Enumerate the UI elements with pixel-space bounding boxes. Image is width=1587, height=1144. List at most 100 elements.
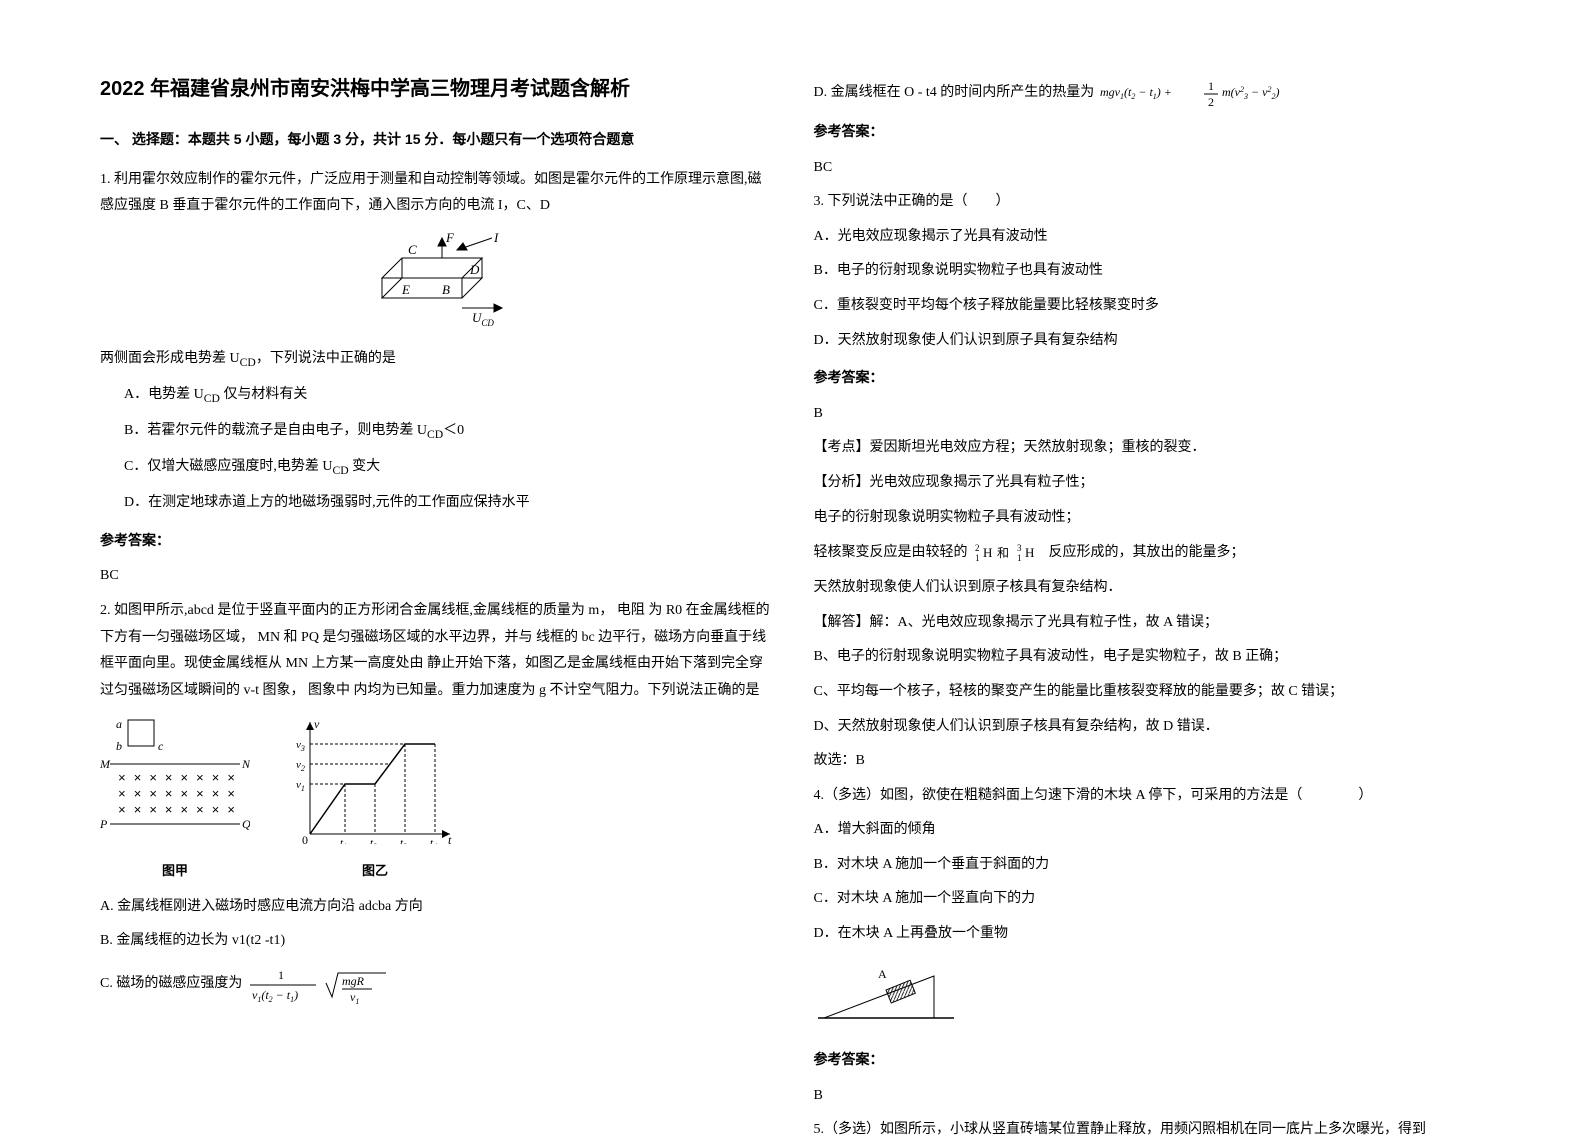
- q1-stem2-prefix: 两侧面会形成电势差 U: [100, 351, 240, 366]
- svg-text:A: A: [878, 967, 887, 981]
- label-ucd: UCD: [472, 310, 494, 328]
- q1-stem-line2: 两侧面会形成电势差 UCD，下列说法中正确的是: [100, 346, 774, 374]
- q1-stem-line1: 1. 利用霍尔效应制作的霍尔元件，广泛应用于测量和自动控制等领域。如图是霍尔元件…: [100, 167, 774, 220]
- q3-option-b: B．电子的衍射现象说明实物粒子也具有波动性: [814, 258, 1488, 285]
- q4-answer: B: [814, 1083, 1488, 1110]
- svg-text:t4: t4: [430, 837, 437, 844]
- q3-answer: B: [814, 401, 1488, 428]
- svg-text:t2: t2: [370, 837, 377, 844]
- svg-text:v1: v1: [350, 990, 359, 1005]
- q3-exp-10: 故选：B: [814, 748, 1488, 775]
- q3-exp-3: 电子的衍射现象说明实物粒子具有波动性；: [814, 505, 1488, 532]
- svg-text:t: t: [448, 833, 452, 844]
- svg-text:0: 0: [302, 833, 308, 844]
- q2-option-c: C. 磁场的磁感应强度为 1 v1(t2 − t1) mgR v1: [100, 963, 774, 1005]
- label-b: B: [442, 282, 450, 297]
- svg-text:c: c: [158, 739, 164, 753]
- svg-text:v1(t2 − t1): v1(t2 − t1): [252, 988, 298, 1004]
- svg-text:H: H: [1025, 545, 1034, 560]
- svg-text:a: a: [116, 717, 122, 731]
- svg-text:× × × × × × × ×: × × × × × × × ×: [118, 787, 235, 802]
- svg-text:t1: t1: [340, 837, 347, 844]
- q3-nuclide-formula: 2 1 H 和 3 1 H: [971, 539, 1045, 567]
- hall-effect-diagram: C D E B F I UCD: [342, 228, 532, 328]
- svg-text:和: 和: [997, 546, 1009, 560]
- q3-exp-4: 轻核聚变反应是由较轻的 2 1 H 和 3 1 H 反应形成的，其放出的能量多；: [814, 539, 1488, 567]
- q2-stem: 2. 如图甲所示,abcd 是位于竖直平面内的正方形闭合金属线框,金属线框的质量…: [100, 598, 774, 704]
- incline-diagram: A: [814, 956, 964, 1026]
- q2-vt-graph: v t 0 v3 v2 v1 t1 t2 t3 t4: [290, 714, 460, 844]
- q1-figure: C D E B F I UCD: [100, 228, 774, 339]
- svg-text:t3: t3: [400, 837, 407, 844]
- q2-figure-left: a b c M N P Q × × × × × × × × × × × × × …: [100, 714, 250, 883]
- q1-stem2-sub: CD: [240, 356, 256, 369]
- q3-exp-9: D、天然放射现象使人们认识到原子核具有复杂结构，故 D 错误．: [814, 714, 1488, 741]
- q3-option-c: C．重核裂变时平均每个核子释放能量要比轻核聚变时多: [814, 293, 1488, 320]
- q4-option-b: B．对木块 A 施加一个垂直于斜面的力: [814, 852, 1488, 879]
- svg-text:b: b: [116, 739, 122, 753]
- svg-text:P: P: [100, 817, 108, 831]
- q1-answer: BC: [100, 563, 774, 590]
- q1-option-a: A．电势差 UCD 仅与材料有关: [124, 382, 774, 410]
- q3-exp-7: B、电子的衍射现象说明实物粒子具有波动性，电子是实物粒子，故 B 正确；: [814, 644, 1488, 671]
- q2-diagram-box: a b c M N P Q × × × × × × × × × × × × × …: [100, 714, 250, 844]
- q3-answer-label: 参考答案：: [814, 364, 1488, 391]
- svg-text:v2: v2: [296, 759, 305, 773]
- label-e: E: [401, 282, 410, 297]
- q2-figures: a b c M N P Q × × × × × × × × × × × × × …: [100, 714, 774, 883]
- svg-text:H: H: [983, 545, 992, 560]
- q2-caption-2: 图乙: [290, 859, 460, 884]
- svg-text:m(v23 − v22): m(v23 − v22): [1222, 85, 1279, 101]
- q3-exp-6: 【解答】解：A、光电效应现象揭示了光具有粒子性，故 A 错误；: [814, 610, 1488, 637]
- svg-text:1: 1: [1017, 553, 1022, 563]
- svg-text:N: N: [241, 757, 250, 771]
- svg-text:1: 1: [975, 553, 980, 563]
- q2-optd-formula: mgv1(t2 − t1) + 1 2 m(v23 − v22): [1098, 78, 1318, 108]
- label-d: D: [469, 262, 480, 277]
- svg-text:× × × × × × × ×: × × × × × × × ×: [118, 803, 235, 818]
- svg-text:1: 1: [1208, 79, 1214, 93]
- svg-text:1: 1: [278, 968, 284, 982]
- svg-text:v: v: [314, 717, 320, 731]
- q2-answer: BC: [814, 155, 1488, 182]
- q1-option-c: C．仅增大磁感应强度时,电势差 UCD 变大: [124, 454, 774, 482]
- q5-stem: 5.（多选）如图所示，小球从竖直砖墙某位置静止释放，用频闪照相机在同一底片上多次…: [814, 1117, 1488, 1144]
- label-c: C: [408, 242, 417, 257]
- q3-stem: 3. 下列说法中正确的是（ ）: [814, 189, 1488, 216]
- q2-option-a: A. 金属线框刚进入磁场时感应电流方向沿 adcba 方向: [100, 894, 774, 921]
- label-i: I: [493, 230, 499, 245]
- svg-text:× × × × × × × ×: × × × × × × × ×: [118, 771, 235, 786]
- q4-answer-label: 参考答案：: [814, 1046, 1488, 1073]
- svg-text:mgR: mgR: [342, 974, 365, 988]
- field-crosses: × × × × × × × × × × × × × × × × × × × × …: [118, 771, 235, 818]
- svg-text:v3: v3: [296, 739, 305, 753]
- q3-exp-5: 天然放射现象使人们认识到原子核具有复杂结构．: [814, 575, 1488, 602]
- q4-option-a: A．增大斜面的倾角: [814, 817, 1488, 844]
- q2-optc-formula: 1 v1(t2 − t1) mgR v1: [246, 963, 396, 1005]
- q1-answer-label: 参考答案：: [100, 527, 774, 554]
- q2-answer-label: 参考答案：: [814, 118, 1488, 145]
- svg-text:2: 2: [975, 543, 980, 553]
- q1-option-b: B．若霍尔元件的载流子是自由电子，则电势差 UCD＜0: [124, 418, 774, 446]
- q2-caption-1: 图甲: [100, 859, 250, 884]
- left-column: 2022 年福建省泉州市南安洪梅中学高三物理月考试题含解析 一、 选择题：本题共…: [100, 70, 794, 1082]
- right-column: D. 金属线框在 O - t4 的时间内所产生的热量为 mgv1(t2 − t1…: [794, 70, 1488, 1082]
- svg-text:Q: Q: [242, 817, 250, 831]
- q2-option-d: D. 金属线框在 O - t4 的时间内所产生的热量为 mgv1(t2 − t1…: [814, 78, 1488, 108]
- q1-option-d: D．在测定地球赤道上方的地磁场强弱时,元件的工作面应保持水平: [124, 490, 774, 517]
- exam-page: 2022 年福建省泉州市南安洪梅中学高三物理月考试题含解析 一、 选择题：本题共…: [0, 0, 1587, 1122]
- q4-stem: 4.（多选）如图，欲使在粗糙斜面上匀速下滑的木块 A 停下，可采用的方法是（ ）: [814, 783, 1488, 810]
- q3-exp-8: C、平均每一个核子，轻核的聚变产生的能量比重核裂变释放的能量要多；故 C 错误；: [814, 679, 1488, 706]
- svg-text:v1: v1: [296, 779, 305, 793]
- q4-option-d: D．在木块 A 上再叠放一个重物: [814, 921, 1488, 948]
- q2-figure-right: v t 0 v3 v2 v1 t1 t2 t3 t4 图乙: [290, 714, 460, 883]
- exam-title: 2022 年福建省泉州市南安洪梅中学高三物理月考试题含解析: [100, 70, 774, 108]
- q4-figure: A: [814, 956, 1488, 1037]
- q4-option-c: C．对木块 A 施加一个竖直向下的力: [814, 886, 1488, 913]
- svg-text:2: 2: [1208, 95, 1214, 108]
- q3-option-d: D．天然放射现象使人们认识到原子具有复杂结构: [814, 328, 1488, 355]
- q3-exp-2: 【分析】光电效应现象揭示了光具有粒子性；: [814, 470, 1488, 497]
- q2-option-b: B. 金属线框的边长为 v1(t2 -t1): [100, 928, 774, 955]
- svg-text:mgv1(t2 − t1) +: mgv1(t2 − t1) +: [1100, 85, 1172, 101]
- svg-text:3: 3: [1017, 543, 1022, 553]
